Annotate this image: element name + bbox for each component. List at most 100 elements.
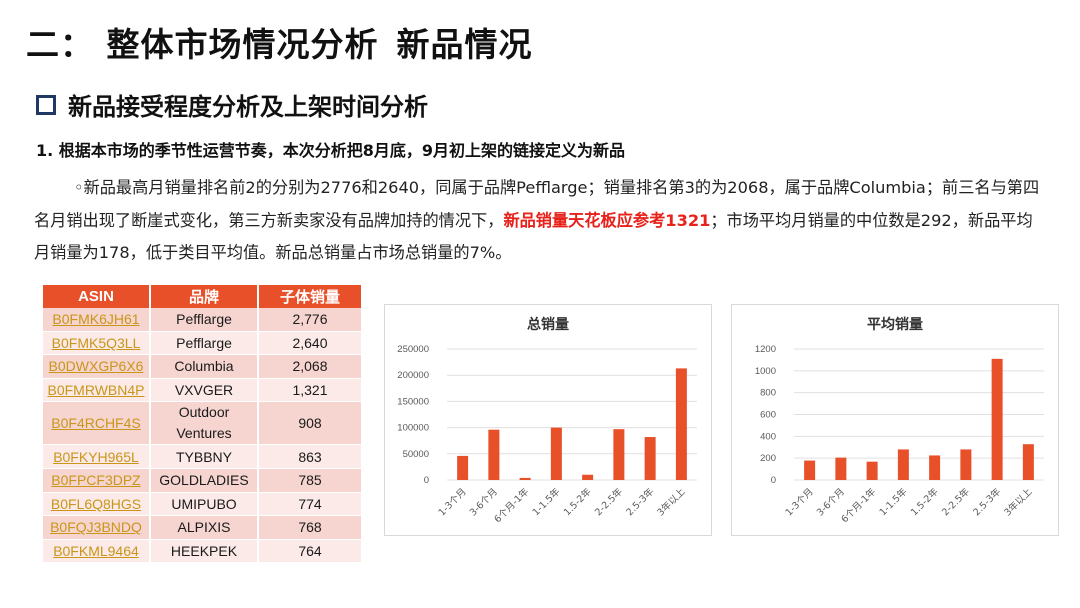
average-sales-chart: 平均销量 0 200 400 600 800 1000 1200 1-3个月 3-6个月 6个月-… xyxy=(731,304,1059,536)
subheading: 1. 根据本市场的季节性运营节奏，本次分析把8月底，9月初上架的链接定义为新品 xyxy=(36,141,626,160)
asin-link[interactable]: B0FQJ3BNDQ xyxy=(43,515,151,540)
chart-title: 总销量 xyxy=(527,317,569,333)
asin-link[interactable]: B0FMK6JH61 xyxy=(43,308,151,332)
x-tick-label: 1-1.5年 xyxy=(877,485,910,518)
table-row: B0DWXGP6X6 Columbia 2,068 xyxy=(43,354,361,379)
brand-cell: Pefflarge xyxy=(150,331,259,356)
x-tick-label: 1.5-2年 xyxy=(908,485,941,518)
brand-cell: Outdoor Ventures xyxy=(150,401,259,446)
y-tick-label: 0 xyxy=(424,475,429,486)
chart-title: 平均销量 xyxy=(867,317,923,333)
table-header-asin: ASIN xyxy=(43,285,151,308)
bar xyxy=(866,461,878,480)
x-tick-label: 2.5-3年 xyxy=(971,485,1004,518)
brand-cell: ALPIXIS xyxy=(150,515,259,540)
title-part1: 二： xyxy=(26,25,94,64)
x-tick-label: 2-2.5年 xyxy=(592,485,625,518)
sales-cell: 863 xyxy=(258,444,361,469)
table-row: B0FKYH965L TYBBNY 863 xyxy=(43,444,361,469)
bar xyxy=(1022,444,1034,480)
brand-cell: HEEKPEK xyxy=(150,539,259,564)
bar xyxy=(835,457,847,480)
sales-cell: 2,776 xyxy=(258,308,361,332)
asin-link[interactable]: B0FPCF3DPZ xyxy=(43,468,151,493)
bar xyxy=(929,455,941,480)
bar xyxy=(644,437,656,480)
table-header-brand: 品牌 xyxy=(150,285,259,308)
table-row: B0FQJ3BNDQ ALPIXIS 768 xyxy=(43,515,361,540)
asin-link[interactable]: B0FL6Q8HGS xyxy=(43,492,151,517)
bar xyxy=(550,427,562,480)
table-row: B0FMK5Q3LL Pefflarge 2,640 xyxy=(43,331,361,356)
bar xyxy=(488,429,500,480)
x-tick-label: 3年以上 xyxy=(655,485,688,518)
x-tick-label: 1-3个月 xyxy=(437,486,469,518)
asin-link[interactable]: B0FMRWBN4P xyxy=(43,378,151,403)
new-products-table: ASIN 品牌 子体销量 B0FMK6JH61 Pefflarge 2,776 B0F… xyxy=(43,285,361,564)
bar xyxy=(675,368,687,480)
brand-cell: UMIPUBO xyxy=(150,492,259,517)
brand-cell: Pefflarge xyxy=(150,308,259,332)
sales-cell: 908 xyxy=(258,401,361,446)
brand-cell: VXVGER xyxy=(150,378,259,403)
bar xyxy=(519,477,531,480)
checkbox-square-icon xyxy=(36,94,56,115)
sales-cell: 2,640 xyxy=(258,331,361,356)
y-tick-label: 200 xyxy=(760,453,776,464)
y-tick-label: 100000 xyxy=(397,423,429,434)
brand-cell: TYBBNY xyxy=(150,444,259,469)
y-tick-label: 600 xyxy=(760,410,776,421)
bar xyxy=(582,474,594,480)
y-tick-label: 200000 xyxy=(397,370,429,381)
x-tick-label: 2-2.5年 xyxy=(939,485,972,518)
table-row: B0F4RCHF4S Outdoor Ventures 908 xyxy=(43,401,361,446)
asin-link[interactable]: B0FMK5Q3LL xyxy=(43,331,151,356)
sales-cell: 1,321 xyxy=(258,378,361,403)
sales-cell: 764 xyxy=(258,539,361,564)
y-tick-label: 50000 xyxy=(403,449,429,460)
paragraph-text-after: ；市场平均月销量的中位数是292，新品平均月销量为178，低于类目平均值。新品总… xyxy=(34,210,1033,263)
x-tick-label: 1.5-2年 xyxy=(561,485,594,518)
table-row: B0FKML9464 HEEKPEK 764 xyxy=(43,539,361,564)
asin-link[interactable]: B0FKML9464 xyxy=(43,539,151,564)
y-tick-label: 400 xyxy=(760,431,776,442)
sales-cell: 774 xyxy=(258,492,361,517)
section-heading-text: 新品接受程度分析及上架时间分析 xyxy=(68,93,428,121)
bar xyxy=(804,460,816,480)
table-row: B0FPCF3DPZ GOLDLADIES 785 xyxy=(43,468,361,493)
x-tick-label: 1-3个月 xyxy=(784,486,816,518)
table-body: B0FMK6JH61 Pefflarge 2,776 B0FMK5Q3LL Peffla… xyxy=(43,308,361,564)
asin-link[interactable]: B0FKYH965L xyxy=(43,444,151,469)
x-tick-label: 2.5-3年 xyxy=(624,485,657,518)
x-tick-label: 6个月-1年 xyxy=(839,485,879,525)
title-part3: 新品情况 xyxy=(396,25,533,64)
bar xyxy=(457,455,469,480)
y-tick-label: 250000 xyxy=(397,344,429,355)
brand-cell: Columbia xyxy=(150,354,259,379)
x-tick-label: 3年以上 xyxy=(1002,485,1035,518)
brand-cell: GOLDLADIES xyxy=(150,468,259,493)
x-tick-label: 6个月-1年 xyxy=(492,485,532,525)
page-title: 二： 整体市场情况分析 新品情况 xyxy=(26,18,533,66)
section-heading: 新品接受程度分析及上架时间分析 xyxy=(36,87,428,122)
table-row: B0FMRWBN4P VXVGER 1,321 xyxy=(43,378,361,403)
title-part2: 整体市场情况分析 xyxy=(106,25,379,64)
y-tick-label: 0 xyxy=(771,475,776,486)
paragraph-highlight: 新品销量天花板应参考1321 xyxy=(503,210,711,230)
table-row: B0FMK6JH61 Pefflarge 2,776 xyxy=(43,308,361,332)
table-header-sales: 子体销量 xyxy=(258,285,361,308)
total-sales-chart: 总销量 0 50000 100000 150000 200000 250000 1-3个月 3… xyxy=(384,304,712,536)
asin-link[interactable]: B0F4RCHF4S xyxy=(43,401,151,446)
paragraph-text-before: ◦新品最高月销量排名前2的分别为2776和2640，同属于品牌Pefflarge… xyxy=(34,178,1040,230)
analysis-paragraph: ◦新品最高月销量排名前2的分别为2776和2640，同属于品牌Pefflarge… xyxy=(34,172,1044,270)
y-tick-label: 800 xyxy=(760,388,776,399)
sales-cell: 768 xyxy=(258,515,361,540)
y-tick-label: 1000 xyxy=(755,366,776,377)
x-tick-label: 1-1.5年 xyxy=(530,485,563,518)
table-row: B0FL6Q8HGS UMIPUBO 774 xyxy=(43,492,361,517)
asin-link[interactable]: B0DWXGP6X6 xyxy=(43,354,151,379)
bar xyxy=(960,449,972,480)
sales-cell: 785 xyxy=(258,468,361,493)
